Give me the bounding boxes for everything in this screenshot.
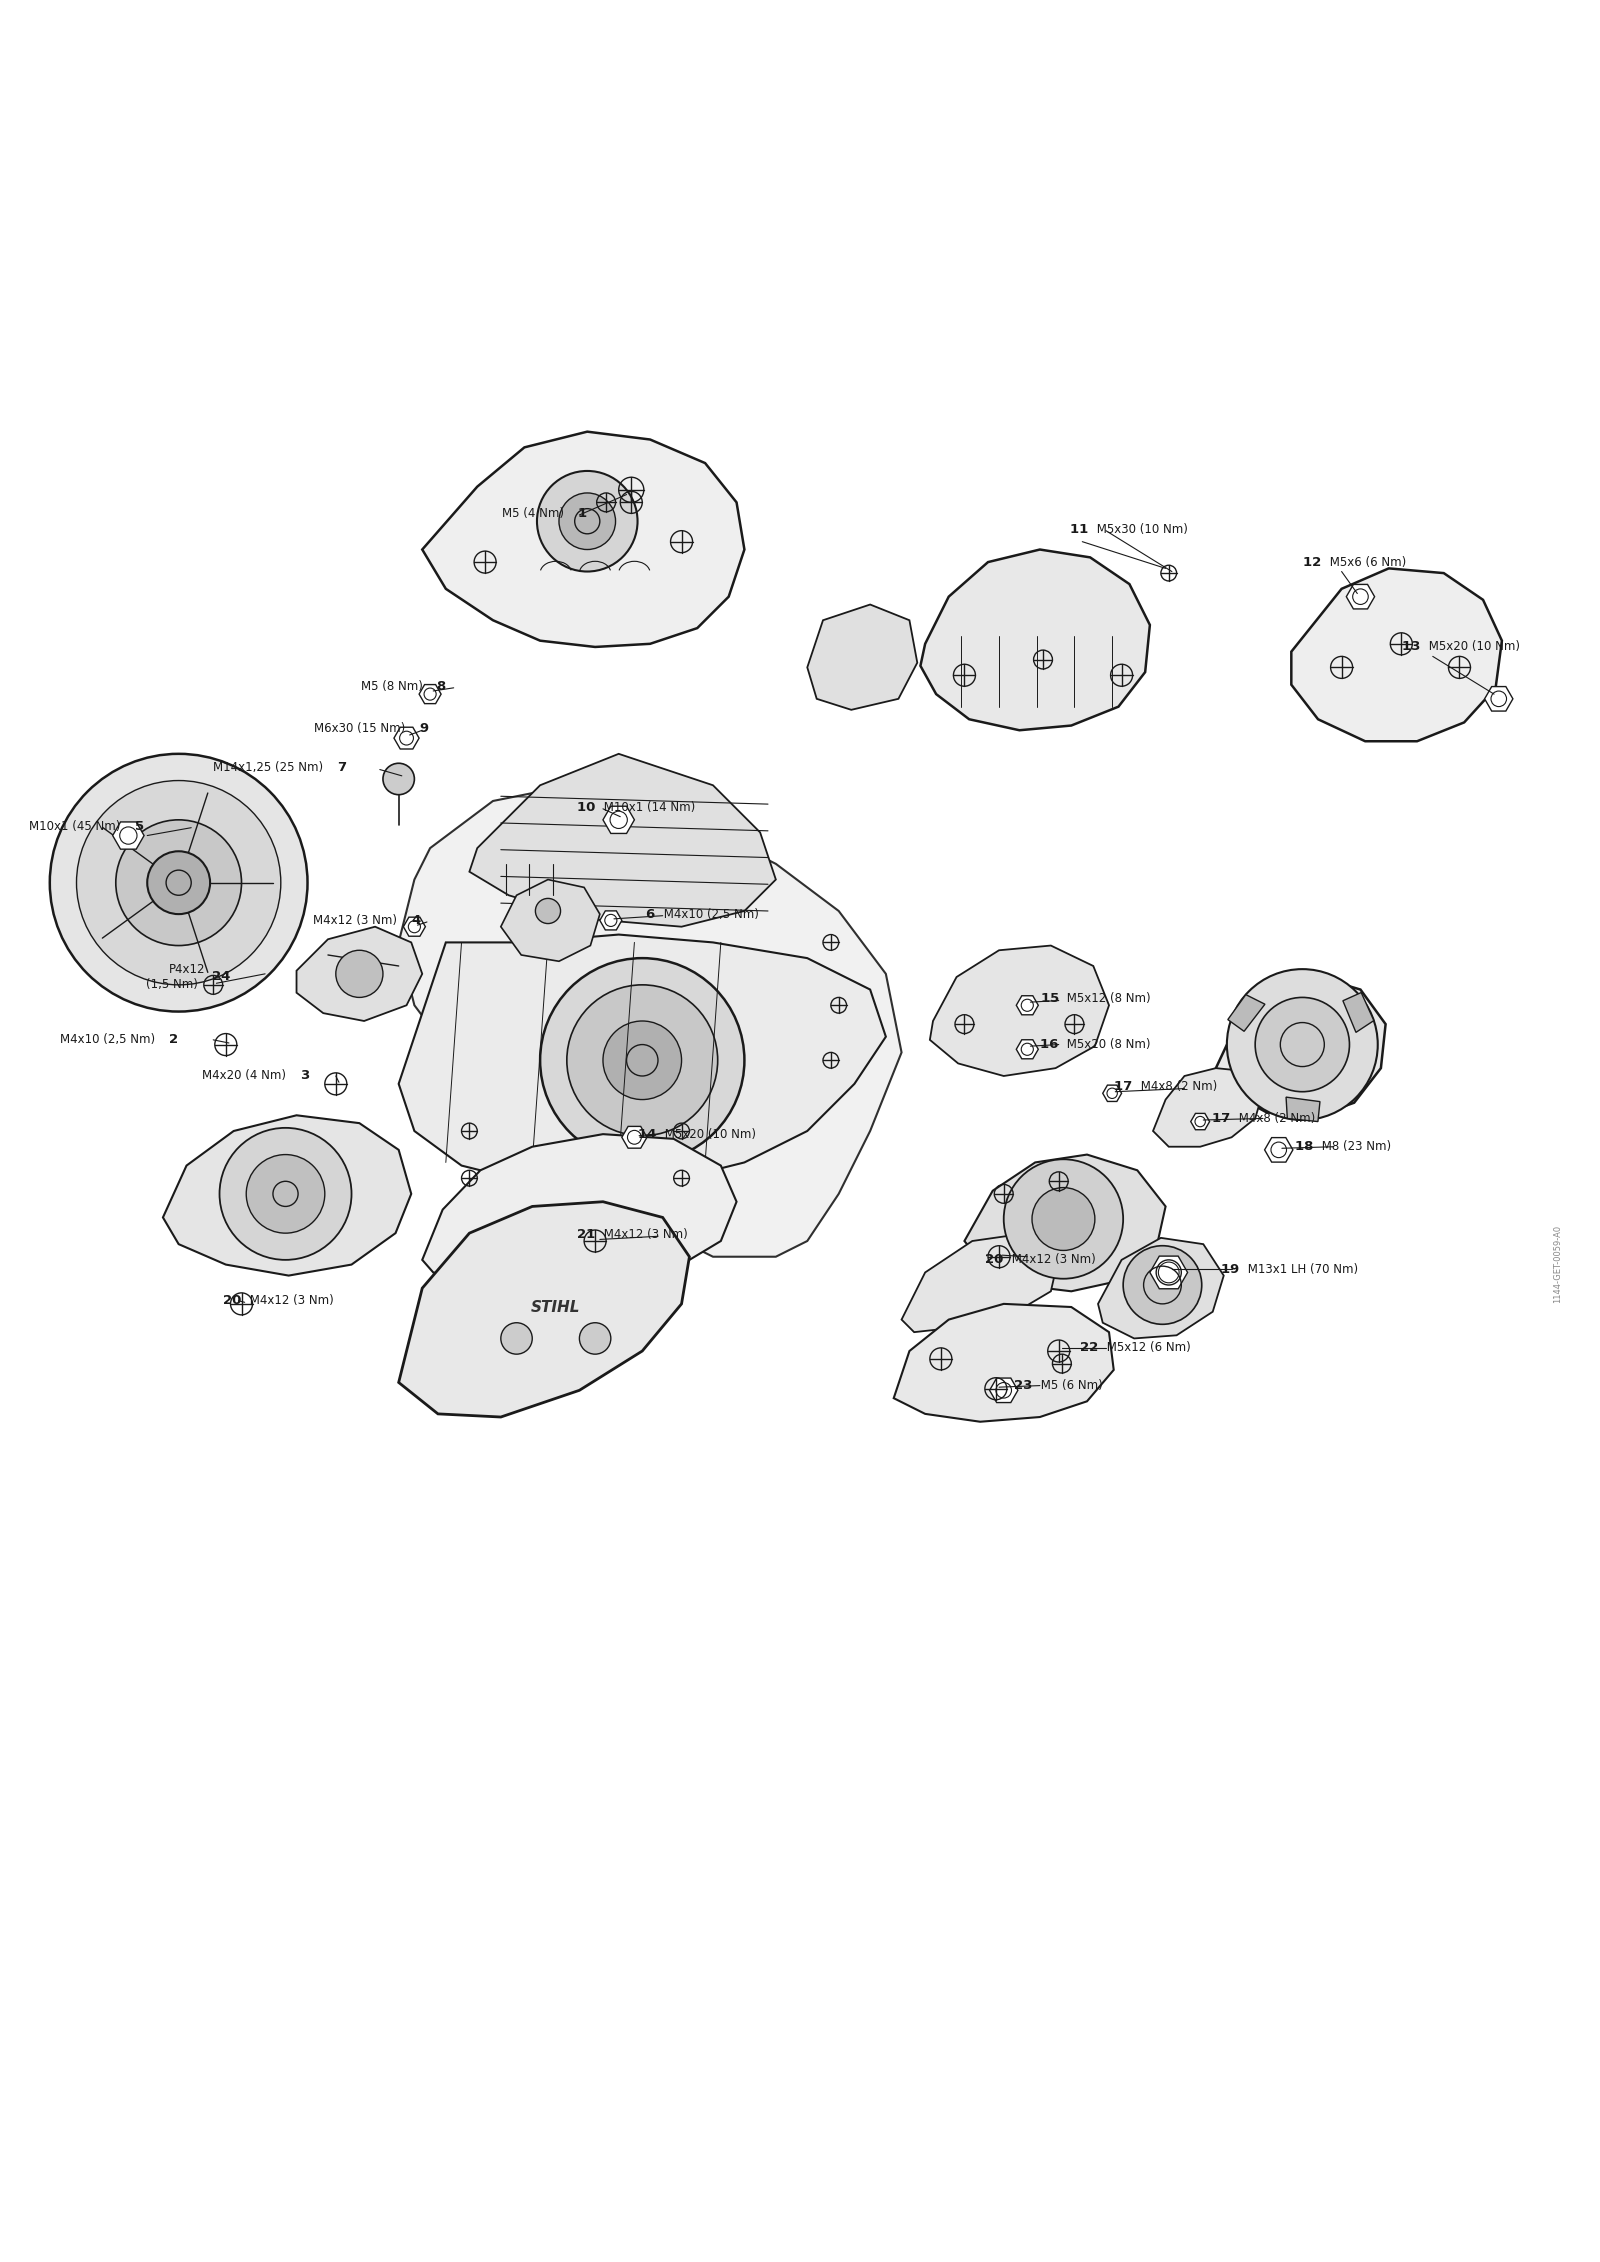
Polygon shape [163, 1115, 411, 1276]
Text: 18: 18 [1294, 1140, 1318, 1154]
Circle shape [336, 950, 382, 998]
Circle shape [1227, 968, 1378, 1120]
Text: M6x30 (15 Nm): M6x30 (15 Nm) [314, 722, 413, 735]
Text: 9: 9 [419, 722, 429, 735]
Circle shape [1123, 1246, 1202, 1323]
Circle shape [558, 493, 616, 550]
Circle shape [382, 762, 414, 794]
Text: 23: 23 [1014, 1380, 1037, 1391]
Text: M5x6 (6 Nm): M5x6 (6 Nm) [1326, 556, 1406, 568]
Circle shape [603, 1020, 682, 1099]
Text: 20: 20 [224, 1294, 246, 1307]
Polygon shape [965, 1154, 1165, 1292]
Circle shape [1254, 998, 1349, 1093]
Circle shape [566, 984, 718, 1136]
Text: M4x10 (2,5 Nm): M4x10 (2,5 Nm) [659, 907, 758, 921]
Text: 1144-GET-0059-A0: 1144-GET-0059-A0 [1552, 1226, 1562, 1303]
Text: 24: 24 [211, 970, 230, 984]
Polygon shape [398, 785, 901, 1258]
Polygon shape [1216, 977, 1386, 1117]
Polygon shape [1098, 1237, 1224, 1339]
Text: M4x10 (2,5 Nm): M4x10 (2,5 Nm) [61, 1034, 163, 1047]
Polygon shape [1291, 568, 1502, 742]
Text: M5x12 (8 Nm): M5x12 (8 Nm) [1064, 993, 1150, 1007]
Text: M5x20 (10 Nm): M5x20 (10 Nm) [661, 1129, 757, 1140]
Text: 11: 11 [1070, 523, 1093, 536]
Circle shape [50, 753, 307, 1011]
Text: 6: 6 [646, 907, 659, 921]
Polygon shape [501, 880, 600, 961]
Text: M13x1 LH (70 Nm): M13x1 LH (70 Nm) [1245, 1262, 1358, 1276]
Text: M5x12 (6 Nm): M5x12 (6 Nm) [1102, 1341, 1190, 1355]
Text: 10: 10 [578, 801, 600, 814]
Text: M4x20 (4 Nm): M4x20 (4 Nm) [202, 1070, 293, 1083]
Text: M4x12 (3 Nm): M4x12 (3 Nm) [600, 1228, 688, 1242]
Text: M5 (8 Nm): M5 (8 Nm) [360, 681, 430, 692]
Text: 13: 13 [1402, 640, 1426, 654]
Text: M5x30 (10 Nm): M5x30 (10 Nm) [1093, 523, 1189, 536]
Text: M14x1,25 (25 Nm): M14x1,25 (25 Nm) [213, 762, 331, 774]
Text: M4x8 (2 Nm): M4x8 (2 Nm) [1235, 1113, 1315, 1124]
Text: 3: 3 [299, 1070, 309, 1083]
Text: STIHL: STIHL [531, 1298, 581, 1314]
Polygon shape [920, 550, 1150, 731]
Text: 21: 21 [578, 1228, 600, 1242]
Polygon shape [930, 946, 1109, 1077]
Text: 7: 7 [338, 762, 347, 774]
Text: 12: 12 [1302, 556, 1326, 568]
Polygon shape [398, 1201, 690, 1416]
Polygon shape [422, 432, 744, 647]
Polygon shape [1227, 995, 1266, 1031]
Text: M5 (4 Nm): M5 (4 Nm) [502, 507, 571, 520]
Polygon shape [469, 753, 776, 927]
Text: M4x12 (3 Nm): M4x12 (3 Nm) [314, 914, 405, 927]
Text: 22: 22 [1080, 1341, 1102, 1355]
Circle shape [147, 851, 210, 914]
Polygon shape [296, 927, 422, 1020]
Polygon shape [1154, 1068, 1262, 1147]
Circle shape [1032, 1188, 1094, 1251]
Polygon shape [894, 1303, 1114, 1423]
Text: M4x12 (3 Nm): M4x12 (3 Nm) [246, 1294, 334, 1307]
Text: 1: 1 [578, 507, 587, 520]
Text: 20: 20 [986, 1253, 1008, 1267]
Circle shape [538, 470, 637, 572]
Text: 19: 19 [1221, 1262, 1245, 1276]
Text: 4: 4 [411, 914, 421, 927]
Text: 5: 5 [134, 819, 144, 832]
Text: 8: 8 [437, 681, 446, 692]
Text: M5x20 (8 Nm): M5x20 (8 Nm) [1064, 1038, 1150, 1052]
Text: M5x20 (10 Nm): M5x20 (10 Nm) [1426, 640, 1520, 654]
Text: 16: 16 [1040, 1038, 1064, 1052]
Circle shape [579, 1323, 611, 1355]
Text: M10x1 (45 Nm): M10x1 (45 Nm) [29, 819, 128, 832]
Text: 15: 15 [1040, 993, 1064, 1007]
Circle shape [219, 1129, 352, 1260]
Circle shape [115, 819, 242, 946]
Text: 2: 2 [170, 1034, 178, 1047]
Text: M4x12 (3 Nm): M4x12 (3 Nm) [1008, 1253, 1096, 1267]
Polygon shape [808, 604, 917, 710]
Text: 17: 17 [1211, 1113, 1235, 1124]
Circle shape [246, 1154, 325, 1233]
Polygon shape [1286, 1097, 1320, 1122]
Circle shape [536, 898, 560, 923]
Polygon shape [422, 1133, 736, 1287]
Polygon shape [1342, 993, 1374, 1031]
Circle shape [501, 1323, 533, 1355]
Text: M8 (23 Nm): M8 (23 Nm) [1318, 1140, 1390, 1154]
Text: M4x8 (2 Nm): M4x8 (2 Nm) [1138, 1081, 1218, 1093]
Text: M10x1 (14 Nm): M10x1 (14 Nm) [600, 801, 694, 814]
Circle shape [77, 780, 282, 984]
Polygon shape [901, 1233, 1059, 1332]
Text: P4x12
(1,5 Nm): P4x12 (1,5 Nm) [146, 964, 205, 991]
Circle shape [1003, 1160, 1123, 1278]
Text: M5 (6 Nm): M5 (6 Nm) [1037, 1380, 1102, 1391]
Text: 14: 14 [638, 1129, 661, 1140]
Polygon shape [398, 934, 886, 1185]
Circle shape [541, 959, 744, 1163]
Text: 17: 17 [1115, 1081, 1138, 1093]
